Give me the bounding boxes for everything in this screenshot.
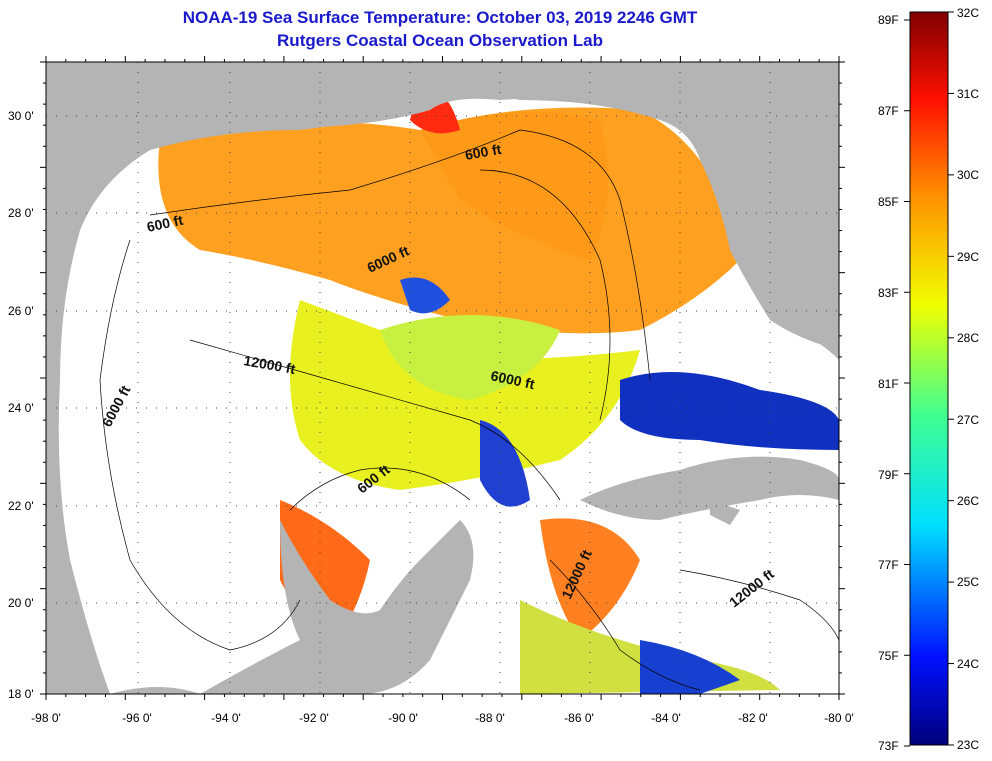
y-tick-label: 26 0'	[8, 304, 34, 318]
colorbar-c-label: 30C	[957, 168, 979, 182]
x-axis: -98 0' -96 0' -94 0' -92 0' -90 0' -88 0…	[31, 711, 854, 725]
colorbar-f-label: 79F	[878, 468, 899, 482]
land-isle-of-youth	[710, 500, 740, 525]
contour-label: 600 ft	[145, 212, 184, 235]
colorbar-c-label: 26C	[957, 494, 979, 508]
sst-yucatan-channel	[540, 518, 640, 640]
colorbar-f-label: 87F	[878, 104, 899, 118]
colorbar-f-label: 73F	[878, 739, 899, 753]
y-tick-label: 18 0'	[8, 687, 34, 701]
colorbar-c-label: 23C	[957, 738, 979, 752]
colorbar: 89F 87F 85F 83F 81F 79F 77F 75F 73F 32C …	[878, 6, 979, 753]
colorbar-f-label: 85F	[878, 195, 899, 209]
axis-tick-marks	[40, 56, 845, 700]
sst-central-green	[380, 315, 560, 400]
y-tick-label: 20 0'	[8, 596, 34, 610]
x-tick-label: -88 0'	[475, 711, 505, 725]
sst-cold-patch-1	[400, 277, 450, 314]
y-tick-label: 30 0'	[8, 109, 34, 123]
contour-6000ft-west	[99, 239, 301, 651]
sst-shelf	[420, 112, 608, 260]
map-title: NOAA-19 Sea Surface Temperature: October…	[182, 8, 698, 27]
y-axis: 30 0' 28 0' 26 0' 24 0' 22 0' 20 0' 18 0…	[8, 109, 34, 701]
x-tick-label: -82 0'	[738, 711, 768, 725]
sst-cold-florida-straits	[620, 372, 839, 450]
x-tick-label: -94 0'	[211, 711, 241, 725]
y-tick-label: 24 0'	[8, 401, 34, 415]
colorbar-c-label: 27C	[957, 413, 979, 427]
sst-cold-patch-2	[480, 420, 530, 507]
colorbar-f-label: 89F	[878, 13, 899, 27]
colorbar-c-label: 28C	[957, 331, 979, 345]
colorbar-c-label: 24C	[957, 657, 979, 671]
colorbar-c-label: 32C	[957, 6, 979, 20]
x-tick-label: -80 0'	[824, 711, 854, 725]
contour-label: 600 ft	[464, 141, 503, 163]
contour-12000ft-yucatan	[549, 559, 701, 691]
land-mexico-south	[110, 640, 360, 694]
x-tick-label: -92 0'	[299, 711, 329, 725]
colorbar-c-label: 31C	[957, 87, 979, 101]
graticule	[46, 62, 839, 694]
land-us-mexico	[46, 62, 770, 694]
y-tick-label: 28 0'	[8, 206, 34, 220]
colorbar-ticks	[904, 11, 954, 747]
contour-600ft-north	[149, 129, 651, 381]
land-cuba	[580, 456, 839, 520]
contour-12000ft-central	[189, 339, 561, 501]
x-tick-label: -86 0'	[564, 711, 594, 725]
contour-12000ft-caribbean	[679, 569, 839, 641]
land-florida	[765, 62, 839, 360]
x-tick-label: -90 0'	[388, 711, 418, 725]
colorbar-f-label: 75F	[878, 649, 899, 663]
land-yucatan	[280, 520, 474, 694]
colorbar-f-label: 77F	[878, 558, 899, 572]
colorbar-f-label: 81F	[878, 377, 899, 391]
x-tick-label: -98 0'	[31, 711, 61, 725]
contour-6000ft-east	[479, 169, 611, 421]
colorbar-c-label: 29C	[957, 250, 979, 264]
contour-600ft-south	[289, 467, 471, 511]
sst-cold-patch-3	[640, 640, 740, 694]
y-tick-label: 22 0'	[8, 499, 34, 513]
x-tick-label: -84 0'	[651, 711, 681, 725]
colorbar-f-label: 83F	[878, 286, 899, 300]
map-subtitle: Rutgers Coastal Ocean Observation Lab	[277, 31, 603, 50]
colorbar-gradient	[909, 11, 949, 746]
colorbar-c-label: 25C	[957, 575, 979, 589]
x-tick-label: -96 0'	[122, 711, 152, 725]
